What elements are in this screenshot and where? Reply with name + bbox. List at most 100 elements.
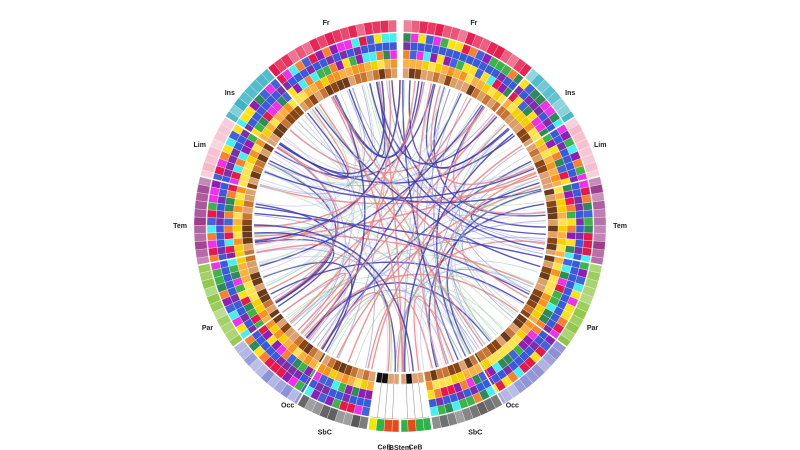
lobe-cell — [593, 232, 607, 242]
ring-cell — [566, 225, 577, 233]
ring-cell — [215, 232, 225, 241]
ring-cell — [417, 33, 427, 44]
ring-cell — [215, 217, 225, 226]
ring-cell — [410, 33, 419, 44]
separator — [224, 116, 277, 150]
lobe-cell — [342, 412, 354, 427]
chord — [420, 260, 539, 371]
lobe-cell — [243, 352, 259, 367]
ring-cell — [402, 49, 411, 60]
ring-cell — [402, 67, 410, 79]
chord — [433, 172, 537, 365]
ring-cell — [247, 176, 260, 186]
lobe-cell — [286, 387, 301, 403]
ring-cell — [565, 204, 576, 213]
lobe-cell — [266, 373, 282, 389]
ring-cell — [318, 87, 330, 100]
chord — [403, 88, 451, 372]
ring-cell — [259, 147, 272, 159]
chord — [261, 152, 335, 273]
separator — [197, 253, 257, 267]
chord — [404, 133, 514, 372]
ring-cell — [575, 210, 584, 219]
ring-cell — [411, 372, 419, 384]
ring-cell — [428, 398, 438, 408]
ring-cell — [224, 238, 235, 247]
ring-cell — [388, 32, 397, 43]
ring-cell — [546, 206, 558, 214]
lobe-cell — [216, 314, 232, 328]
ring-cell — [224, 211, 234, 219]
chord — [408, 80, 510, 169]
ring-cell — [403, 32, 412, 43]
lobe-cell — [228, 104, 244, 119]
ring-cell — [582, 239, 593, 249]
lobe-label: Ins — [225, 90, 235, 97]
chord — [411, 80, 457, 157]
chord — [293, 125, 512, 322]
ring-cell — [566, 211, 576, 219]
ring-cell — [308, 93, 320, 106]
ring-cell — [256, 153, 269, 164]
ring-cell — [254, 158, 267, 169]
separator — [493, 67, 533, 115]
lobe-cell — [248, 357, 264, 373]
ring-cell — [242, 206, 254, 214]
chord — [354, 284, 504, 366]
chord — [377, 81, 546, 242]
lobe-cell — [407, 419, 417, 432]
chord — [253, 81, 426, 228]
lobe-cell — [294, 44, 308, 60]
ring-cell — [341, 76, 352, 89]
ring-cell — [279, 322, 292, 334]
chord — [254, 214, 478, 351]
chord — [472, 211, 546, 225]
lobe-cell — [193, 225, 207, 234]
chord — [289, 80, 416, 323]
ring-cell — [408, 59, 417, 69]
lobe-cell — [403, 19, 413, 33]
lobe-cell — [238, 346, 253, 361]
lobe-cell — [375, 418, 385, 432]
lobe-label: Lim — [194, 142, 206, 149]
ring-cell — [206, 225, 217, 234]
ring-cell — [223, 218, 234, 226]
ring-cell — [242, 243, 254, 251]
ring-cell — [232, 218, 243, 226]
ring-cell — [378, 68, 386, 80]
lobe-cell — [273, 378, 288, 394]
chord — [255, 94, 356, 207]
ring-cell — [402, 41, 411, 51]
ring-cell — [583, 225, 594, 234]
chord — [375, 81, 498, 165]
chord — [264, 167, 535, 199]
ring-cell — [272, 127, 285, 139]
ring-cell — [384, 68, 392, 79]
ring-cell — [259, 293, 272, 304]
ring-cell — [216, 210, 225, 219]
ring-cell — [241, 225, 253, 232]
ring-cell — [216, 203, 226, 212]
ring-cell — [373, 33, 383, 44]
lobe-cell — [213, 130, 228, 144]
ring-cell — [253, 282, 266, 293]
ring-cell — [234, 198, 245, 207]
ring-cell — [402, 58, 410, 69]
lobe-cell — [286, 49, 301, 64]
ring-cell — [284, 326, 296, 339]
ring-cell — [326, 356, 337, 369]
ring-cell — [256, 287, 269, 299]
ring-cell — [243, 200, 255, 208]
lobe-label: Par — [587, 325, 599, 332]
chords — [253, 79, 547, 373]
ring-cell — [381, 33, 390, 44]
ring-cell — [249, 271, 262, 281]
lobe-cell — [363, 21, 374, 36]
ring-cell — [575, 225, 585, 233]
ring-cell — [265, 303, 278, 315]
ring-cell — [381, 42, 391, 52]
separator — [367, 370, 378, 430]
lobe-cell — [311, 401, 325, 416]
lobe-cell — [592, 240, 606, 251]
